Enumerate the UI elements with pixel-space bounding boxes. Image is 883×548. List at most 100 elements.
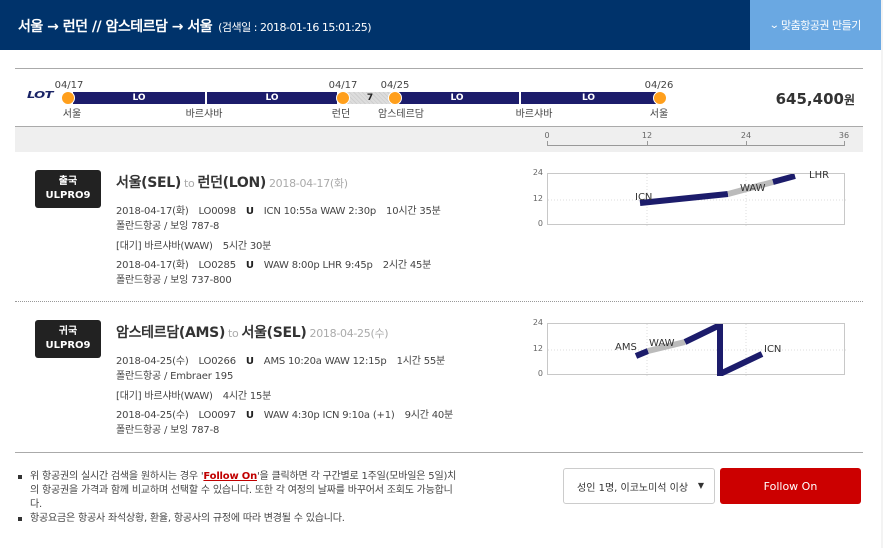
timeline-city: 암스테르담 [378,109,424,120]
badge-type: 출국 [58,176,78,187]
booking-class: U [245,356,254,367]
axis-tick [547,141,548,146]
booking-class: U [245,260,254,271]
outbound-time-chart [547,173,846,226]
scrollbar[interactable] [881,0,883,548]
flight-leg: 2018-04-25(수) LO0266 U AMS 10:20a WAW 12:15… [116,352,445,367]
leg-times: WAW 4:30p ICN 9:10a (+1) [263,410,395,421]
leg-times: ICN 10:55a WAW 2:30p [263,206,377,217]
stop-dot-icon [336,91,350,105]
divider [15,68,863,69]
custom-ticket-button[interactable]: ⌄ 맞춤항공권 만들기 [750,0,881,50]
axis-tick [647,141,648,146]
origin: 서울(SEL) [116,175,182,191]
leg-duration: 2시간 45분 [382,260,432,271]
route-timeline: LOT LO LO 7 LO LO 04/17 04/17 04/25 04/2… [15,68,863,124]
timeline-city: 서울 [649,109,669,120]
chart-label: ICN [635,192,653,203]
currency: 원 [843,93,855,107]
axis-tick [844,141,845,146]
timeline-date: 04/17 [328,80,358,91]
y-tick: 0 [537,219,543,228]
caret-down-icon: ▼ [697,481,704,490]
timeline-date: 04/26 [644,80,674,91]
notice-text: '을 클릭하면 각 구간별로 1주일(모바일은 5일)치의 항공권을 가격과 함… [30,471,457,510]
hour-axis: 0 12 24 36 [15,126,863,152]
timeline-city: 런던 [331,109,351,120]
destination: 서울(SEL) [241,325,307,341]
to-word: to [228,327,239,340]
route-title: 서울 → 런던 // 암스테르담 → 서울 [18,19,213,35]
follow-on-button[interactable]: Follow On [720,468,861,504]
badge-type: 귀국 [58,326,78,337]
section-divider [15,301,863,302]
booking-class: U [245,410,254,421]
page-header: 서울 → 런던 // 암스테르담 → 서울 (검색일 : 2018-01-16 1… [0,0,883,50]
divider [15,452,863,453]
leg-date: 2018-04-17(화) [116,260,189,271]
inbound-time-chart [547,323,846,376]
chart-label: ICN [764,344,782,355]
layover-label: [대기] 바르샤바(WAW) [116,391,213,402]
leg-date: 2018-04-25(수) [116,356,189,367]
passenger-class-select[interactable]: 성인 1명, 이코노미석 이상 ▼ [563,468,715,504]
notice-item: 위 항공권의 실시간 검색을 원하시는 경우 'Follow On'을 클릭하면… [18,470,463,512]
chart-label: WAW [649,338,675,349]
route-heading: 서울(SEL) to 런던(LON) 2018-04-17(화) [116,172,348,192]
aircraft: 폴란드항공 / 보잉 787-8 [116,221,220,232]
origin: 암스테르담(AMS) [116,325,226,341]
y-tick: 0 [537,369,543,378]
layover: [대기] 바르샤바(WAW) 4시간 15분 [116,387,271,402]
chevron-down-icon: ⌄ [768,19,780,31]
flight-number: LO0097 [198,410,237,421]
aircraft: 폴란드항공 / 보잉 737-800 [116,275,232,286]
price-value: 645,400 [775,90,844,108]
notice-list: 위 항공권의 실시간 검색을 원하시는 경우 'Follow On'을 클릭하면… [18,470,463,526]
chart-label: LHR [809,170,830,181]
axis-line [547,145,845,146]
timeline-segment: LO [73,92,205,104]
axis-tick [746,141,747,146]
destination: 런던(LON) [197,175,266,191]
badge-code: ULPRO9 [45,190,91,201]
axis-tick-label: 36 [838,131,850,140]
booking-class: U [245,206,254,217]
leg-date: 2018-04-25(수) [116,410,189,421]
airline-logo: LOT [27,90,53,101]
total-price: 645,400원 [776,90,855,108]
axis-tick-label: 0 [544,131,550,140]
route-date: 2018-04-17(화) [268,177,348,190]
timeline-segment: LO [521,92,656,104]
y-tick: 24 [532,168,543,177]
inbound-badge: 귀국 ULPRO9 [35,320,101,358]
chart-label: WAW [740,183,766,194]
timeline-city: 바르샤바 [185,109,223,120]
follow-on-link[interactable]: Follow On [203,471,257,482]
timeline-segment: LO [207,92,337,104]
layover-label: [대기] 바르샤바(WAW) [116,241,213,252]
leg-duration: 1시간 55분 [396,356,446,367]
route-date: 2018-04-25(수) [309,327,389,340]
leg-duration: 9시간 40분 [404,410,454,421]
flight-number: LO0285 [198,260,237,271]
flight-number: LO0266 [198,356,237,367]
timeline-date: 04/25 [380,80,410,91]
search-date: (검색일 : 2018-01-16 15:01:25) [218,21,372,34]
notice-text: 위 항공권의 실시간 검색을 원하시는 경우 ' [30,471,204,482]
aircraft: 폴란드항공 / 보잉 787-8 [116,425,220,436]
route-heading: 암스테르담(AMS) to 서울(SEL) 2018-04-25(수) [116,322,389,342]
stop-dot-icon [388,91,402,105]
to-word: to [184,177,195,190]
badge-code: ULPRO9 [45,340,91,351]
y-tick: 12 [532,194,543,203]
y-tick: 24 [532,318,543,327]
leg-date: 2018-04-17(화) [116,206,189,217]
leg-duration: 10시간 35분 [386,206,441,217]
stop-dot-icon [61,91,75,105]
y-tick: 12 [532,344,543,353]
chart-label: AMS [615,342,637,353]
layover-duration: 5시간 30분 [222,241,272,252]
flight-leg: 2018-04-17(화) LO0285 U WAW 8:00p LHR 9:45p 2… [116,256,431,271]
flight-leg: 2018-04-25(수) LO0097 U WAW 4:30p ICN 9:10a … [116,406,453,421]
outbound-badge: 출국 ULPRO9 [35,170,101,208]
